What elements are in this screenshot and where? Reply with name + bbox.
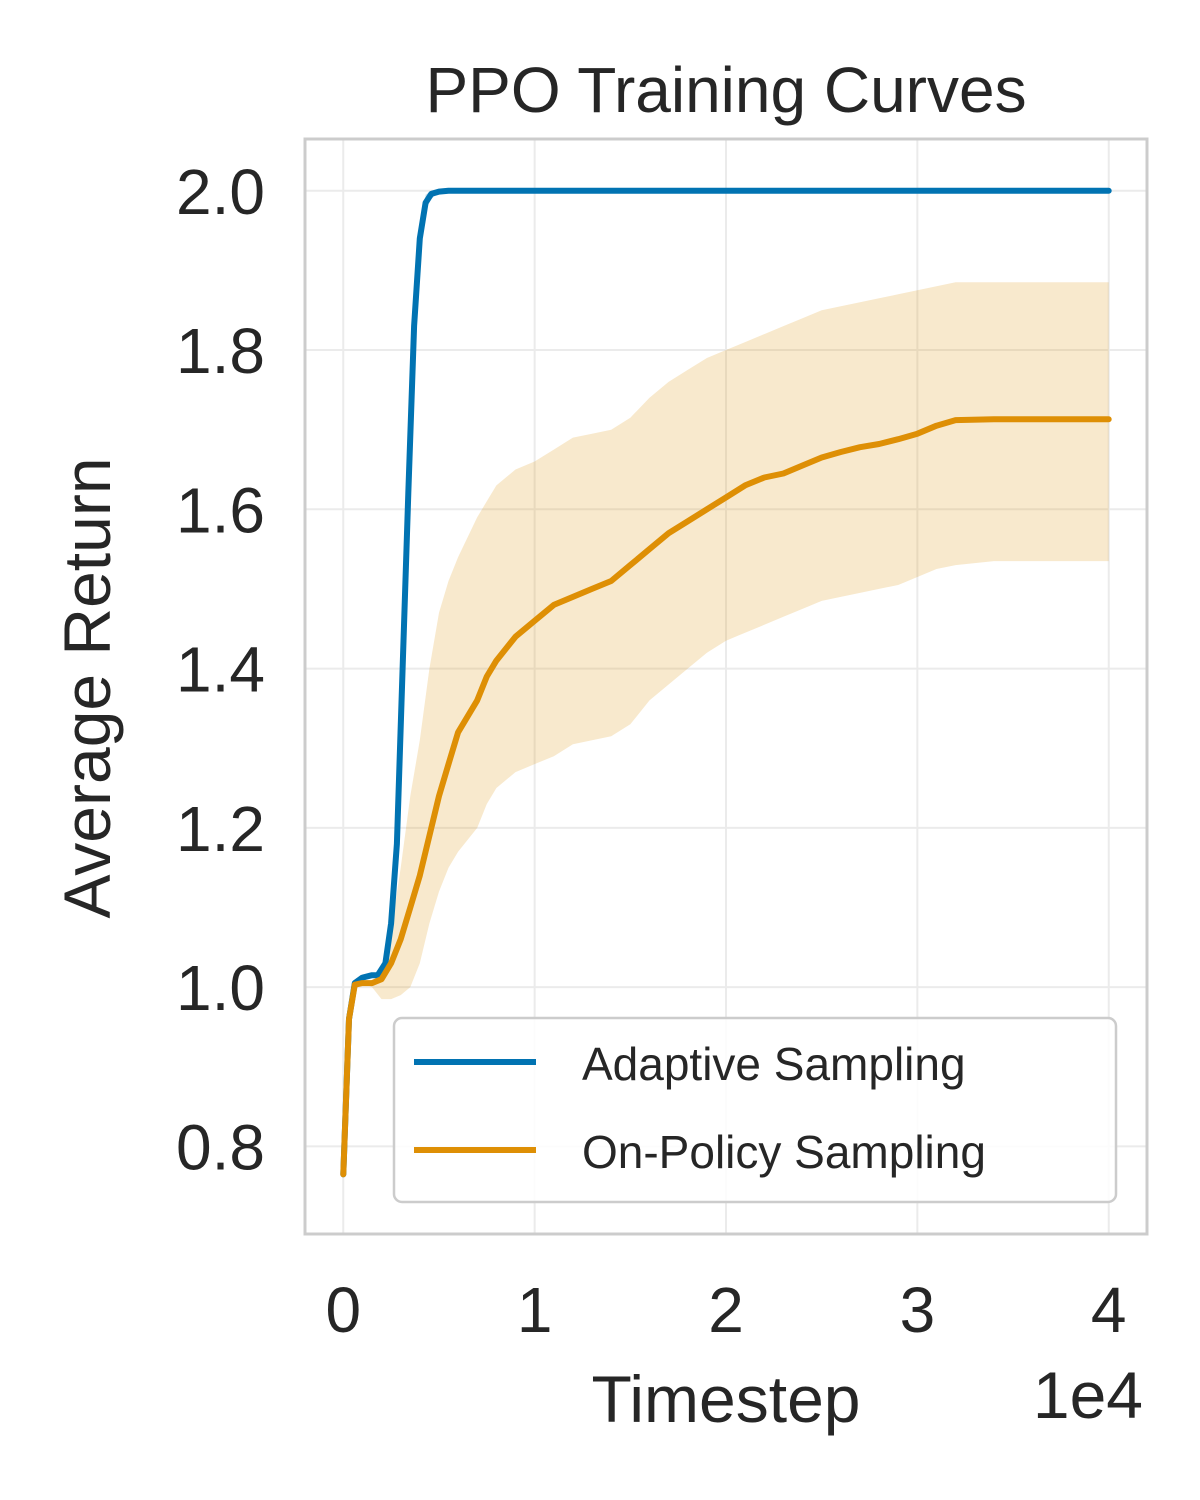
band-on-policy-sampling — [343, 282, 1109, 1175]
x-tick-label-2: 2 — [708, 1274, 744, 1346]
y-tick-label-2: 1.2 — [176, 793, 265, 865]
legend-box — [392, 1016, 1118, 1204]
y-tick-label-4: 1.6 — [176, 474, 265, 546]
y-tick-label-0: 0.8 — [176, 1111, 265, 1183]
x-tick-label-3: 3 — [900, 1274, 936, 1346]
y-tick-label-6: 2.0 — [176, 156, 265, 228]
x-tick-label-4: 4 — [1091, 1274, 1127, 1346]
y-tick-label-3: 1.4 — [176, 634, 265, 706]
line-adaptive-sampling — [340, 187, 1112, 1178]
x-axis-label: Timestep — [592, 1362, 861, 1436]
confidence-bands — [343, 190, 1109, 1175]
legend: Adaptive Sampling On-Policy Sampling — [392, 1016, 1118, 1204]
y-tick-labels: 0.8 1.0 1.2 1.4 1.6 1.8 2.0 — [176, 156, 265, 1184]
chart-title: PPO Training Curves — [425, 54, 1026, 126]
x-axis-offset-text: 1e4 — [1033, 1358, 1143, 1432]
plot-frame — [303, 137, 1149, 1236]
y-tick-label-5: 1.8 — [176, 315, 265, 387]
legend-label-adaptive-sampling: Adaptive Sampling — [582, 1038, 966, 1090]
x-tick-labels: 0 1 2 3 4 — [325, 1274, 1126, 1346]
y-axis-label: Average Return — [50, 457, 124, 918]
legend-label-on-policy-sampling: On-Policy Sampling — [582, 1126, 986, 1178]
line-on-policy-sampling — [340, 416, 1112, 1178]
y-tick-label-1: 1.0 — [176, 952, 265, 1024]
x-tick-label-0: 0 — [325, 1274, 361, 1346]
x-tick-label-1: 1 — [517, 1274, 553, 1346]
series-lines — [340, 187, 1112, 1178]
